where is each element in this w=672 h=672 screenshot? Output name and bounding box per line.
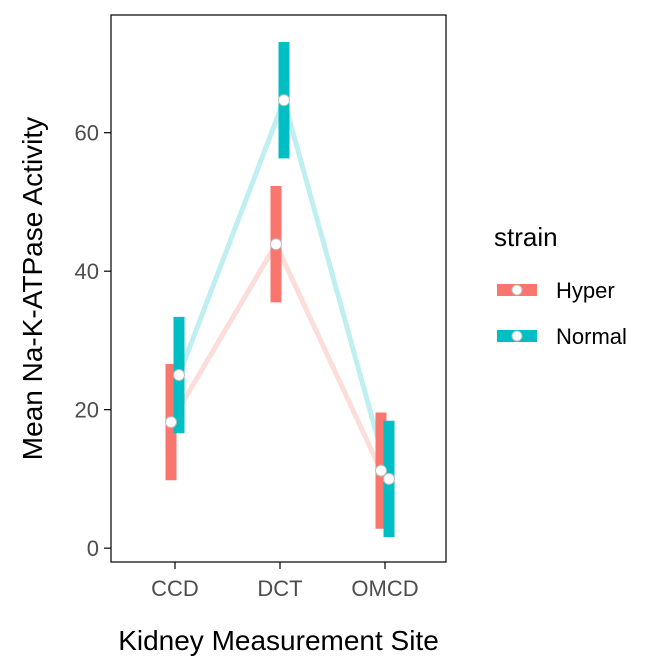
legend: strain Hyper Normal — [494, 222, 627, 349]
legend-label-hyper: Hyper — [556, 278, 615, 303]
mean-point-normal-omcd — [383, 472, 395, 485]
mean-point-normal-dct — [278, 94, 290, 107]
panel-border — [110, 14, 447, 563]
legend-point-hyper — [511, 284, 523, 296]
mean-point-hyper-omcd — [375, 464, 387, 477]
mean-points — [165, 94, 395, 485]
y-tick-label: 60 — [75, 121, 99, 146]
mean-point-hyper-dct — [270, 238, 282, 251]
y-axis-title: Mean Na-K-ATPase Activity — [17, 117, 48, 460]
y-tick-label: 20 — [75, 398, 99, 423]
y-axis: 0 20 40 60 — [75, 121, 111, 561]
x-tick-label: CCD — [151, 576, 199, 601]
legend-label-normal: Normal — [556, 324, 627, 349]
mean-point-hyper-ccd — [165, 416, 177, 429]
x-axis-title: Kidney Measurement Site — [118, 625, 439, 656]
y-tick-label: 0 — [87, 536, 99, 561]
legend-point-normal — [511, 330, 523, 342]
x-tick-label: OMCD — [351, 576, 418, 601]
legend-title: strain — [494, 222, 558, 252]
x-tick-label: DCT — [257, 576, 302, 601]
x-axis: CCD DCT OMCD — [151, 562, 419, 601]
y-tick-label: 40 — [75, 259, 99, 284]
mean-point-normal-ccd — [173, 369, 185, 382]
